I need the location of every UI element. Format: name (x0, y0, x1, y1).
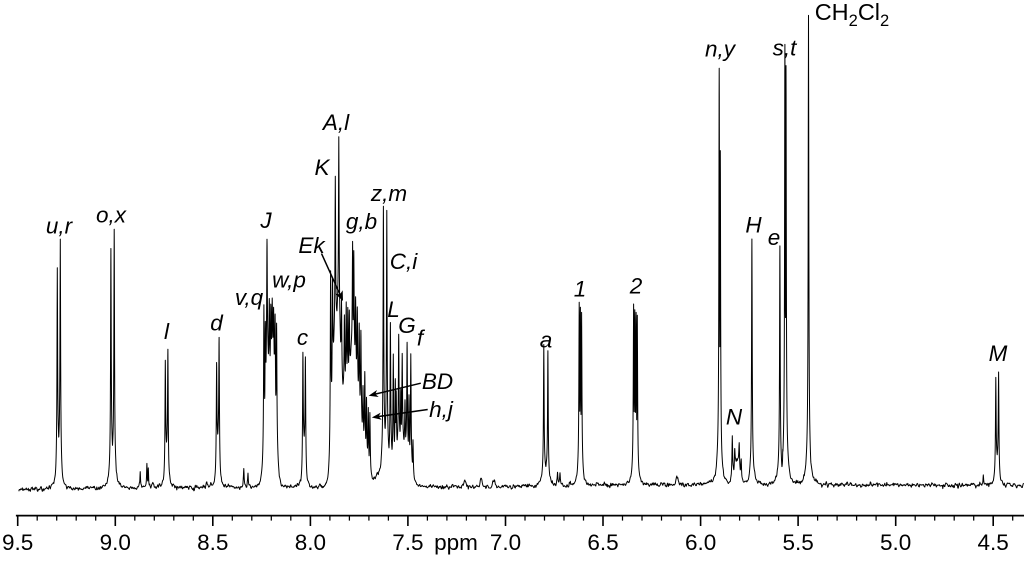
svg-text:9.5: 9.5 (2, 530, 33, 555)
svg-text:h,j: h,j (429, 397, 454, 422)
svg-text:a: a (540, 328, 553, 353)
svg-text:H: H (745, 213, 762, 238)
svg-text:J: J (259, 208, 272, 233)
svg-text:6.0: 6.0 (685, 530, 716, 555)
svg-text:g,b: g,b (346, 209, 377, 234)
svg-text:9.0: 9.0 (100, 530, 131, 555)
svg-text:8.0: 8.0 (295, 530, 326, 555)
svg-text:7.5: 7.5 (392, 530, 423, 555)
svg-text:z,m: z,m (370, 181, 407, 206)
svg-text:5.0: 5.0 (880, 530, 911, 555)
svg-text:M: M (989, 341, 1008, 366)
svg-text:n,y: n,y (705, 37, 737, 62)
svg-text:d: d (210, 311, 224, 336)
svg-text:6.5: 6.5 (587, 530, 618, 555)
svg-text:N: N (726, 405, 743, 430)
svg-text:C,i: C,i (390, 249, 419, 274)
svg-text:o,x: o,x (96, 203, 127, 228)
svg-text:A,l: A,l (321, 110, 350, 135)
svg-text:5.5: 5.5 (782, 530, 813, 555)
svg-text:4.5: 4.5 (978, 530, 1009, 555)
svg-text:L: L (387, 297, 400, 322)
svg-text:c: c (297, 325, 308, 350)
svg-text:1: 1 (574, 277, 587, 302)
svg-text:e: e (768, 225, 781, 250)
svg-text:f: f (417, 326, 426, 351)
svg-text:v,q: v,q (235, 285, 264, 310)
svg-text:K: K (314, 155, 330, 180)
svg-text:w,p: w,p (272, 268, 306, 293)
svg-text:u,r: u,r (46, 214, 74, 239)
svg-text:2: 2 (629, 274, 643, 299)
svg-text:BD: BD (422, 369, 453, 394)
svg-text:G: G (398, 313, 416, 338)
svg-text:l: l (164, 319, 170, 344)
svg-text:8.5: 8.5 (197, 530, 228, 555)
svg-text:s,t: s,t (773, 36, 799, 61)
svg-text:ppm: ppm (434, 530, 478, 555)
svg-text:7.0: 7.0 (490, 530, 521, 555)
